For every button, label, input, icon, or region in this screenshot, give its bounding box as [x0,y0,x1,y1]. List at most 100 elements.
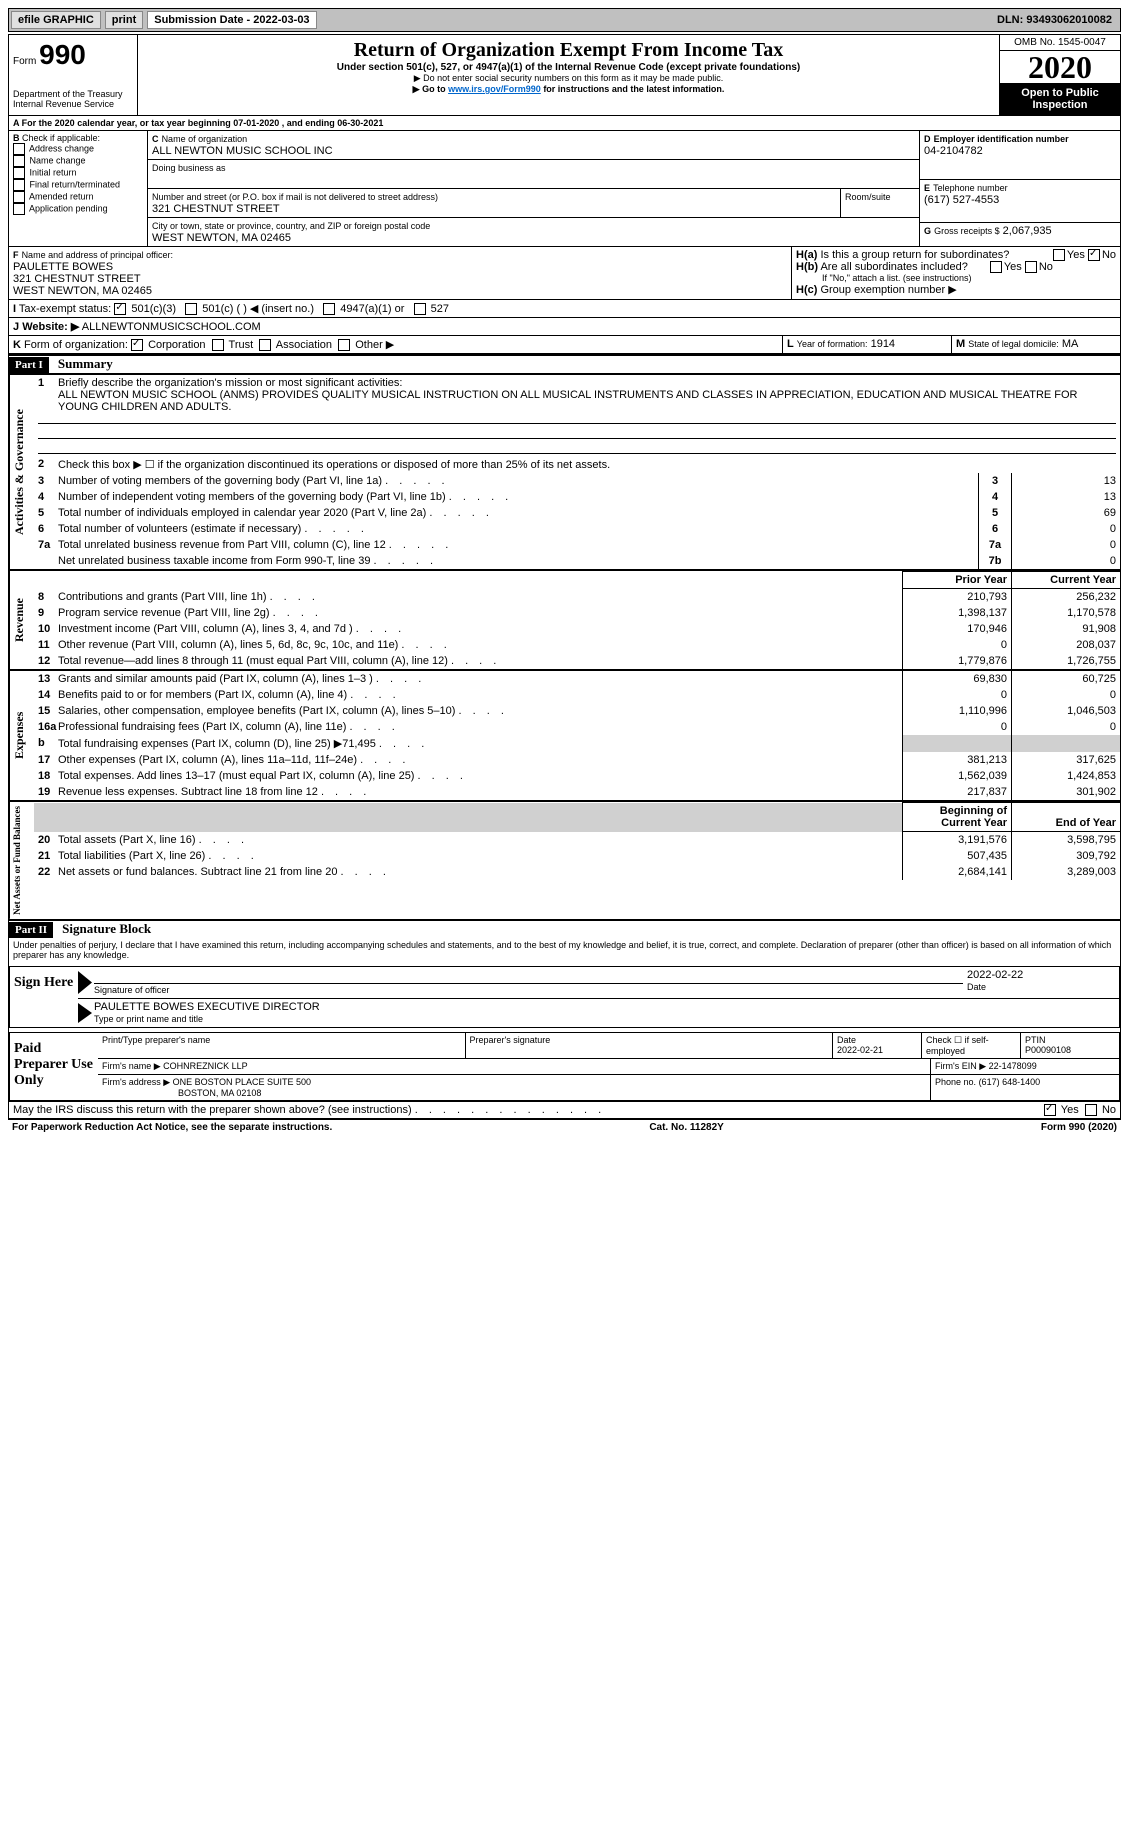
boxb-opt-1: Name change [30,155,86,165]
paid-preparer-label: Paid Preparer Use Only [10,1033,98,1100]
check-self-label: Check ☐ if self-employed [922,1033,1021,1058]
sig-officer-label: Signature of officer [94,985,169,995]
opt-4947: 4947(a)(1) or [340,303,404,315]
table-row: 11Other revenue (Part VIII, column (A), … [34,637,1120,653]
table-row: 8Contributions and grants (Part VIII, li… [34,589,1120,606]
domicile-value: MA [1062,338,1079,350]
firm-name-value: COHNREZNICK LLP [163,1061,248,1071]
check-4947[interactable] [323,303,335,315]
q1-text: ALL NEWTON MUSIC SCHOOL (ANMS) PROVIDES … [38,389,1116,413]
table-row: 9Program service revenue (Part VIII, lin… [34,605,1120,621]
table-row: 22Net assets or fund balances. Subtract … [34,864,1120,880]
form-number: 990 [39,39,86,70]
ha-label: Is this a group return for subordinates? [820,249,1009,261]
boxb-check-2[interactable] [13,167,25,179]
prep-date-value: 2022-02-21 [837,1045,883,1055]
discuss-no-check[interactable] [1085,1104,1097,1116]
form-org-label: Form of organization: [24,339,128,351]
prep-phone-label: Phone no. [935,1077,976,1087]
year-form-value: 1914 [871,338,895,350]
page-footer: For Paperwork Reduction Act Notice, see … [8,1119,1121,1135]
discuss-text: May the IRS discuss this return with the… [13,1104,412,1116]
title-box: Return of Organization Exempt From Incom… [138,35,999,115]
hb-note: If "No," attach a list. (see instruction… [796,273,1116,283]
check-501c3[interactable] [114,303,126,315]
table-row: 6Total number of volunteers (estimate if… [34,521,1120,537]
gross-value: 2,067,935 [1003,225,1052,237]
gross-label: Gross receipts $ [934,226,1000,236]
dba-label: Doing business as [152,163,226,173]
prep-date-label: Date [837,1035,856,1045]
cat-number: Cat. No. 11282Y [649,1122,723,1133]
check-501c[interactable] [185,303,197,315]
box-c: C Name of organization ALL NEWTON MUSIC … [148,131,919,246]
year-box: OMB No. 1545-0047 2020 Open to Public In… [999,35,1120,115]
fh-block: F Name and address of principal officer:… [9,247,1120,300]
officer-name: PAULETTE BOWES [13,261,113,273]
officer-printed-name: PAULETTE BOWES EXECUTIVE DIRECTOR [94,1001,1117,1013]
table-row: 7aTotal unrelated business revenue from … [34,537,1120,553]
arrow-icon-2 [78,1003,92,1023]
ptin-label: PTIN [1025,1035,1046,1045]
box-b-label: Check if applicable: [22,133,100,143]
form-ref: Form 990 (2020) [1041,1122,1117,1133]
street-label: Number and street (or P.O. box if mail i… [152,192,438,202]
table-row: 10Investment income (Part VIII, column (… [34,621,1120,637]
boxb-check-5[interactable] [13,203,25,215]
phone-value-e: (617) 527-4553 [924,194,999,206]
boxb-check-3[interactable] [13,179,25,191]
check-corp[interactable] [131,339,143,351]
table-row: 21Total liabilities (Part X, line 26) . … [34,848,1120,864]
vert-governance: Activities & Governance [9,375,34,569]
box-i: I Tax-exempt status: 501(c)(3) 501(c) ( … [9,300,1120,318]
gov-section: Activities & Governance 1Briefly describ… [9,373,1120,569]
hb-no: No [1039,261,1053,273]
box-h: H(a) Is this a group return for subordin… [792,247,1120,299]
opt-501c: 501(c) ( ) ◀ (insert no.) [202,303,314,315]
table-row: 3Number of voting members of the governi… [34,473,1120,489]
ha-no: No [1102,249,1116,261]
arrow-icon [78,971,92,994]
discuss-yes-check[interactable] [1044,1104,1056,1116]
vert-revenue: Revenue [9,571,34,669]
goto-note: ▶ Go to www.irs.gov/Form990 for instruct… [146,84,991,95]
check-assoc[interactable] [259,339,271,351]
hc-label: Group exemption number ▶ [820,284,956,296]
firm-addr2-value: BOSTON, MA 02108 [102,1088,261,1098]
table-row: 15Salaries, other compensation, employee… [34,703,1120,719]
box-c-dba-row: Doing business as [148,160,919,189]
line-a-period: A For the 2020 calendar year, or tax yea… [9,116,1120,131]
check-other-org[interactable] [338,339,350,351]
pra-text: For Paperwork Reduction Act Notice, see … [12,1122,332,1133]
boxb-opt-3: Final return/terminated [30,179,121,189]
table-row: Prior YearCurrent Year [34,572,1120,589]
firm-addr1-value: ONE BOSTON PLACE SUITE 500 [173,1077,311,1087]
irs-link[interactable]: www.irs.gov/Form990 [448,84,541,94]
boxb-check-0[interactable] [13,143,25,155]
rev-lines-table: Prior YearCurrent Year8Contributions and… [34,571,1120,669]
declaration-text: Under penalties of perjury, I declare th… [9,938,1120,962]
opt-501c3: 501(c)(3) [131,303,176,315]
boxb-check-1[interactable] [13,155,25,167]
efile-button[interactable]: efile GRAPHIC [11,11,101,29]
check-trust[interactable] [212,339,224,351]
dln-field: DLN: 93493062010082 [997,14,1118,26]
q1-label: Briefly describe the organization's miss… [58,377,1116,389]
table-row: 14Benefits paid to or for members (Part … [34,687,1120,703]
print-button[interactable]: print [105,11,143,29]
boxb-check-4[interactable] [13,191,25,203]
gov-lines-table: 3Number of voting members of the governi… [34,473,1120,569]
exp-section: Expenses 13Grants and similar amounts pa… [9,669,1120,800]
boxb-opt-4: Amended return [29,191,94,201]
city-value: WEST NEWTON, MA 02465 [152,232,291,244]
org-name: ALL NEWTON MUSIC SCHOOL INC [152,145,333,157]
check-527[interactable] [414,303,426,315]
boxb-opt-2: Initial return [30,167,77,177]
table-row: Net unrelated business taxable income fr… [34,553,1120,569]
goto-pre: ▶ Go to [413,84,448,94]
officer-label: Name and address of principal officer: [22,250,173,260]
website-label: Website: ▶ [22,321,79,333]
tax-year: 2020 [1000,51,1120,83]
table-row: 17Other expenses (Part IX, column (A), l… [34,752,1120,768]
goto-post: for instructions and the latest informat… [543,84,724,94]
